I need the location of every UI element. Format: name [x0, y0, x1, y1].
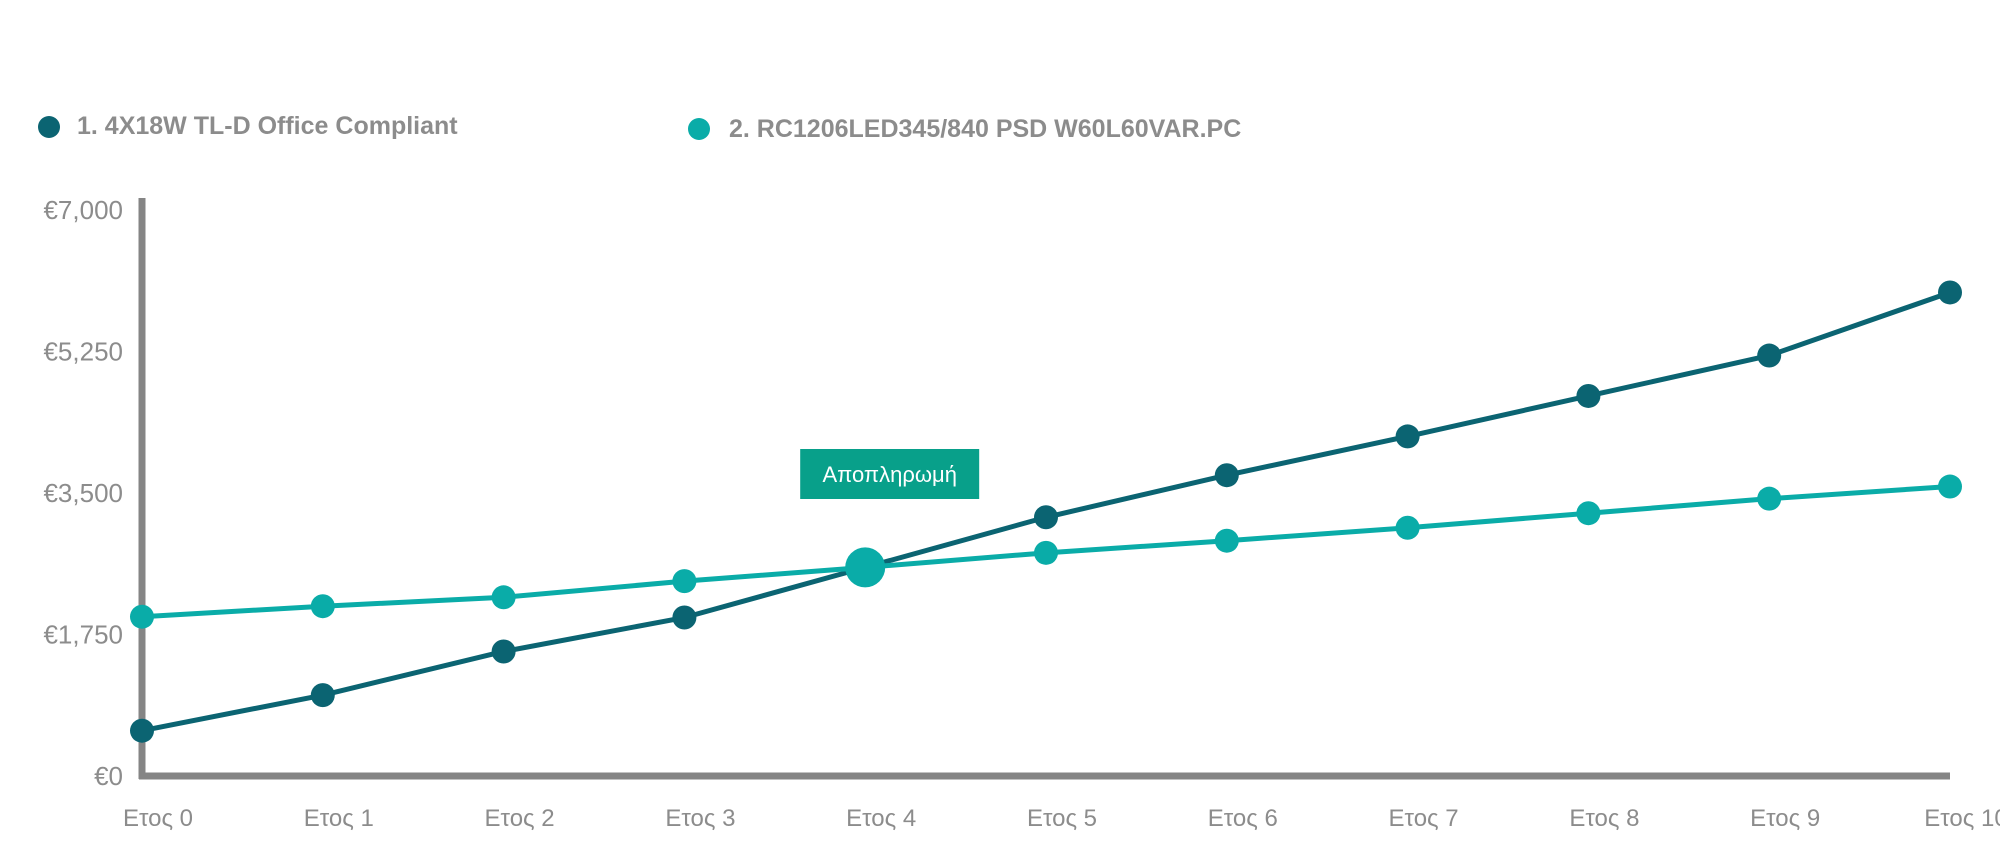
x-tick-label: Ετος 10: [1924, 805, 2000, 832]
x-tick-label: Ετος 0: [123, 805, 193, 832]
series-2-point: [491, 585, 516, 610]
x-tick-label: Ετος 7: [1389, 805, 1459, 832]
y-tick-label: €0: [94, 761, 123, 791]
series-2-point: [130, 604, 154, 629]
series-1-point: [1214, 463, 1239, 488]
series-1-point: [1757, 343, 1782, 368]
x-axis-tick-labels: Ετος 0 Ετος 1 Ετος 2 Ετος 3 Ετος 4 Ετος …: [123, 805, 2000, 832]
y-tick-label: €5,250: [43, 337, 123, 367]
series-1-point: [130, 718, 154, 743]
legend-label-series-1: 1. 4X18W TL-D Office Compliant: [77, 112, 458, 140]
x-tick-label: Ετος 5: [1027, 805, 1097, 832]
series-1-point: [310, 683, 335, 708]
y-tick-label: €1,750: [43, 620, 123, 650]
series-2-point: [1938, 474, 1962, 499]
axes: [138, 198, 1950, 780]
legend-item-series-1: 1. 4X18W TL-D Office Compliant: [38, 112, 458, 140]
x-tick-label: Ετος 4: [846, 805, 916, 832]
x-tick-label: Ετος 3: [665, 805, 735, 832]
x-tick-label: Ετος 9: [1750, 805, 1820, 832]
series-layer: [130, 280, 1962, 743]
series-2-point: [672, 569, 697, 594]
x-tick-label: Ετος 2: [485, 805, 555, 832]
series-1-point: [1576, 383, 1601, 408]
y-tick-label: €7,000: [43, 195, 123, 225]
payback-label: Αποπληρωμή: [822, 462, 956, 487]
series-1-point: [491, 639, 516, 664]
payback-label-box: [800, 449, 980, 499]
series-2-point: [1757, 486, 1782, 511]
legend: 1. 4X18W TL-D Office Compliant 2. RC1206…: [38, 112, 1241, 143]
series-1-point: [1034, 505, 1058, 530]
legend-label-series-2: 2. RC1206LED345/840 PSD W60L60VAR.PC: [729, 115, 1241, 143]
series-2-point: [310, 594, 335, 619]
x-tick-label: Ετος 8: [1569, 805, 1639, 832]
payback-annotation: Αποπληρωμή: [800, 449, 980, 588]
x-tick-label: Ετος 6: [1208, 805, 1278, 832]
series-2-point: [1576, 501, 1601, 526]
series-2-point: [1395, 515, 1420, 540]
y-tick-label: €3,500: [43, 478, 123, 508]
payback-point-marker: [845, 547, 886, 588]
series-1-point: [1395, 424, 1420, 449]
series-1-point: [1938, 280, 1962, 305]
y-axis-tick-labels: €0 €1,750 €3,500 €5,250 €7,000: [43, 195, 123, 791]
series-2-point: [1214, 528, 1239, 553]
series-2-point: [1034, 540, 1058, 565]
series-1-point: [672, 605, 697, 630]
legend-marker-series-2: [688, 118, 710, 140]
legend-item-series-2: 2. RC1206LED345/840 PSD W60L60VAR.PC: [688, 115, 1241, 143]
legend-marker-series-1: [38, 116, 60, 138]
x-tick-label: Ετος 1: [304, 805, 374, 832]
